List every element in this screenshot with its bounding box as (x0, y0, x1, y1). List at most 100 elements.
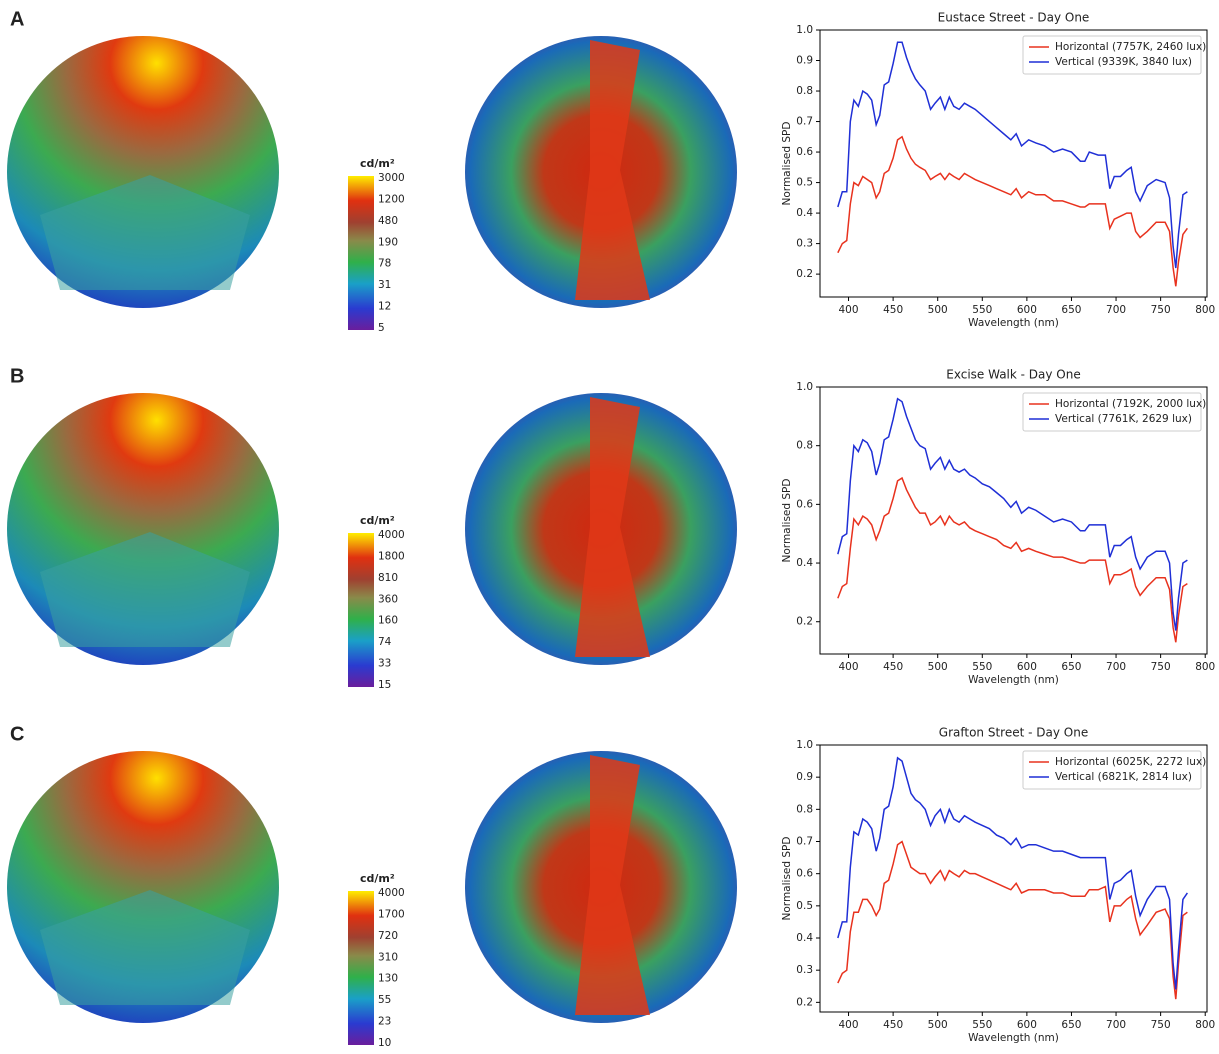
x-tick-label: 500 (928, 661, 948, 673)
colorbar-unit: cd/m² (360, 157, 395, 170)
y-tick-label: 0.5 (796, 900, 813, 912)
legend-box (1022, 35, 1202, 75)
legend-label: Vertical (7761K, 2629 lux) (1055, 413, 1192, 425)
legend-label: Horizontal (7757K, 2460 lux) (1055, 41, 1206, 53)
chart-title: Eustace Street - Day One (938, 11, 1090, 25)
x-tick-label: 500 (928, 304, 948, 316)
x-tick-label: 650 (1061, 1019, 1081, 1031)
spd-line (837, 756, 1188, 990)
panel-letter: A (10, 8, 24, 30)
x-axis-label: Wavelength (nm) (968, 674, 1059, 686)
legend-label: Vertical (9339K, 3840 lux) (1055, 56, 1192, 68)
x-tick-label: 700 (1106, 1019, 1126, 1031)
y-tick-label: 0.3 (796, 964, 813, 976)
x-tick-label: 700 (1106, 661, 1126, 673)
colorbar-tick-label: 1700 (378, 908, 405, 920)
spd-line (837, 135, 1188, 287)
y-axis-label: Normalised SPD (781, 837, 793, 921)
x-tick-label: 800 (1195, 661, 1215, 673)
y-tick-label: 0.8 (796, 85, 813, 97)
colorbar-tick-label: 160 (378, 615, 398, 627)
chart-title: Grafton Street - Day One (939, 726, 1088, 740)
y-tick-label: 0.8 (796, 803, 813, 815)
colorbar (348, 533, 374, 687)
x-tick-label: 800 (1195, 304, 1215, 316)
x-tick-label: 450 (883, 304, 903, 316)
y-tick-label: 1.0 (796, 381, 813, 393)
colorbar-tick-label: 31 (378, 279, 391, 291)
x-tick-label: 400 (839, 661, 859, 673)
colorbar-tick-label: 720 (378, 930, 398, 942)
x-tick-label: 650 (1061, 661, 1081, 673)
y-tick-label: 0.4 (796, 207, 813, 219)
sky-strip (575, 40, 650, 300)
y-tick-label: 0.6 (796, 868, 813, 880)
x-tick-label: 400 (839, 304, 859, 316)
x-tick-label: 550 (972, 661, 992, 673)
x-axis-label: Wavelength (nm) (968, 1032, 1059, 1044)
y-tick-label: 0.2 (796, 268, 813, 280)
colorbar-tick-label: 190 (378, 236, 398, 248)
colorbar-tick-label: 3000 (378, 172, 405, 184)
y-tick-label: 0.2 (796, 616, 813, 628)
colorbar-tick-label: 480 (378, 215, 398, 227)
panel-letter: B (10, 365, 24, 387)
y-tick-label: 0.8 (796, 440, 813, 452)
street-shade (40, 890, 250, 1005)
colorbar-tick-label: 78 (378, 258, 391, 270)
x-tick-label: 500 (928, 1019, 948, 1031)
y-tick-label: 0.9 (796, 55, 813, 67)
x-tick-label: 650 (1061, 304, 1081, 316)
legend-box (1022, 392, 1202, 432)
spd-line (837, 840, 1188, 1000)
x-tick-label: 700 (1106, 304, 1126, 316)
x-tick-label: 750 (1151, 661, 1171, 673)
x-tick-label: 600 (1017, 661, 1037, 673)
legend-label: Horizontal (7192K, 2000 lux) (1055, 398, 1206, 410)
y-tick-label: 0.7 (796, 836, 813, 848)
x-tick-label: 400 (839, 1019, 859, 1031)
y-tick-label: 0.9 (796, 771, 813, 783)
x-tick-label: 550 (972, 1019, 992, 1031)
spd-line (837, 41, 1188, 269)
colorbar-tick-label: 4000 (378, 887, 405, 899)
spd-line (837, 476, 1188, 643)
plot-frame (819, 386, 1208, 655)
colorbar-tick-label: 5 (378, 322, 385, 334)
plot-frame (819, 29, 1208, 298)
x-tick-label: 450 (883, 1019, 903, 1031)
y-tick-label: 1.0 (796, 24, 813, 36)
x-tick-label: 450 (883, 661, 903, 673)
colorbar (348, 891, 374, 1045)
colorbar-tick-label: 10 (378, 1037, 391, 1049)
y-tick-label: 0.6 (796, 498, 813, 510)
colorbar-tick-label: 130 (378, 973, 398, 985)
colorbar-tick-label: 12 (378, 301, 391, 313)
y-axis-label: Normalised SPD (781, 479, 793, 563)
colorbar-tick-label: 33 (378, 658, 391, 670)
colorbar-tick-label: 810 (378, 572, 398, 584)
colorbar-tick-label: 74 (378, 636, 392, 648)
legend-box (1022, 750, 1202, 790)
y-tick-label: 1.0 (796, 739, 813, 751)
colorbar-unit: cd/m² (360, 872, 395, 885)
colorbar-tick-label: 23 (378, 1016, 391, 1028)
colorbar-tick-label: 55 (378, 994, 391, 1006)
legend-label: Horizontal (6025K, 2272 lux) (1055, 756, 1206, 768)
y-tick-label: 0.4 (796, 932, 813, 944)
y-tick-label: 0.6 (796, 146, 813, 158)
x-tick-label: 800 (1195, 1019, 1215, 1031)
colorbar-tick-label: 1800 (378, 550, 405, 562)
y-tick-label: 0.2 (796, 996, 813, 1008)
legend-label: Vertical (6821K, 2814 lux) (1055, 771, 1192, 783)
y-tick-label: 0.4 (796, 557, 813, 569)
colorbar-tick-label: 1200 (378, 193, 405, 205)
y-tick-label: 0.3 (796, 238, 813, 250)
x-tick-label: 750 (1151, 1019, 1171, 1031)
colorbar-tick-label: 310 (378, 951, 398, 963)
x-tick-label: 550 (972, 304, 992, 316)
y-axis-label: Normalised SPD (781, 122, 793, 206)
